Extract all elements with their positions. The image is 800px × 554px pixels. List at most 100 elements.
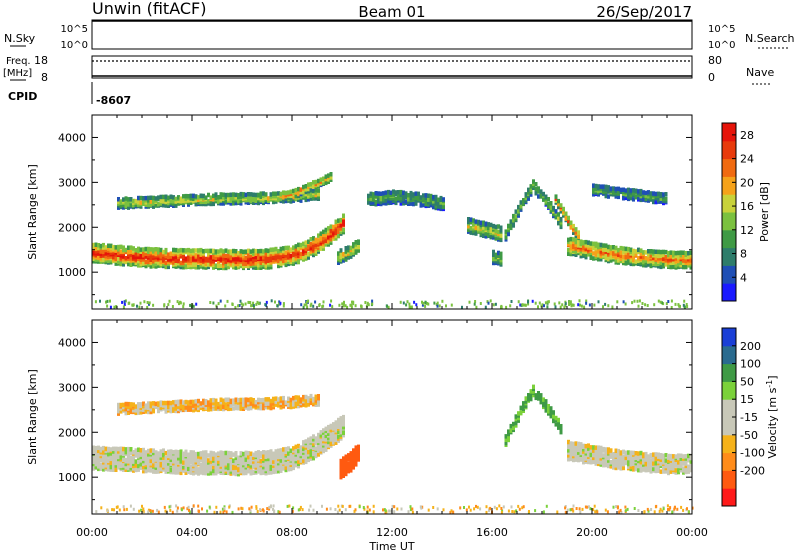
data-cell bbox=[327, 239, 330, 244]
data-cell bbox=[227, 261, 230, 267]
data-cell bbox=[679, 453, 683, 458]
noise-cell bbox=[268, 507, 271, 511]
data-cell bbox=[662, 457, 665, 463]
y-tick-label: 2000 bbox=[58, 426, 86, 439]
data-cell bbox=[224, 257, 228, 262]
colorbar-frame bbox=[721, 122, 737, 302]
data-cell bbox=[317, 448, 320, 453]
data-cell bbox=[352, 452, 355, 457]
noise-cell bbox=[390, 509, 393, 513]
colorbar-swatch bbox=[722, 328, 736, 347]
noise-cell bbox=[633, 299, 636, 303]
noise-cell bbox=[136, 304, 138, 308]
data-cell bbox=[439, 200, 443, 205]
noise-cell bbox=[238, 304, 241, 307]
noise-cell bbox=[148, 301, 151, 305]
data-cell bbox=[629, 188, 633, 193]
data-cell bbox=[129, 466, 133, 471]
data-cell bbox=[147, 452, 150, 457]
data-cell bbox=[589, 241, 593, 246]
noise-cell bbox=[278, 300, 281, 304]
data-cell bbox=[204, 470, 208, 476]
noise-cell bbox=[509, 304, 512, 308]
noise-cell bbox=[473, 302, 476, 306]
data-cell bbox=[274, 465, 278, 471]
data-cell bbox=[512, 421, 515, 427]
data-cell bbox=[517, 418, 520, 423]
noise-cell bbox=[278, 302, 281, 306]
y-tick-label: 1000 bbox=[58, 266, 86, 279]
data-cell bbox=[689, 459, 693, 464]
data-cell bbox=[644, 196, 648, 202]
data-cell bbox=[337, 218, 340, 223]
data-cell bbox=[589, 458, 593, 464]
data-cell bbox=[244, 402, 248, 407]
data-cell bbox=[297, 191, 300, 197]
cpid-value: -8607 bbox=[96, 94, 131, 107]
data-cell bbox=[304, 394, 308, 400]
data-cell bbox=[609, 255, 613, 260]
noise-cell bbox=[341, 302, 344, 306]
data-cell bbox=[624, 246, 628, 252]
data-cell bbox=[202, 456, 205, 461]
data-cell bbox=[172, 450, 175, 455]
data-cell bbox=[172, 247, 175, 253]
data-cell bbox=[277, 263, 280, 269]
data-cell bbox=[627, 450, 630, 455]
data-cell bbox=[577, 230, 580, 235]
data-cell bbox=[542, 191, 545, 197]
data-cell bbox=[129, 458, 133, 463]
data-cell bbox=[124, 401, 128, 407]
data-cell bbox=[414, 191, 418, 196]
data-cell bbox=[237, 455, 240, 460]
data-cell bbox=[237, 193, 240, 198]
data-cell bbox=[152, 457, 155, 462]
data-cell bbox=[167, 252, 170, 257]
data-cell bbox=[507, 437, 510, 443]
data-cell bbox=[549, 201, 553, 206]
data-cell bbox=[232, 248, 235, 254]
data-cell bbox=[267, 401, 270, 406]
data-cell bbox=[124, 196, 128, 201]
data-cell bbox=[567, 251, 570, 256]
data-cell bbox=[142, 401, 145, 406]
data-cell bbox=[677, 258, 680, 264]
data-cell bbox=[262, 198, 265, 203]
noise-cell bbox=[510, 300, 513, 303]
data-cell bbox=[179, 247, 183, 253]
data-cell bbox=[314, 251, 318, 256]
data-cell bbox=[194, 451, 198, 457]
data-cell bbox=[399, 201, 403, 206]
data-cell bbox=[259, 254, 263, 260]
data-cell bbox=[287, 463, 290, 468]
data-cell bbox=[682, 466, 685, 471]
noise-cell bbox=[519, 303, 522, 307]
region-patch-1600 bbox=[467, 217, 503, 243]
data-cell bbox=[677, 469, 680, 475]
data-cell bbox=[219, 201, 223, 206]
data-cell bbox=[427, 197, 430, 202]
data-cell bbox=[302, 184, 305, 190]
data-cell bbox=[257, 252, 260, 257]
data-cell bbox=[637, 189, 640, 194]
data-cell bbox=[232, 458, 235, 463]
data-cell bbox=[592, 192, 595, 197]
noise-cell bbox=[352, 302, 355, 306]
data-cell bbox=[309, 237, 313, 242]
noise-cell bbox=[626, 507, 629, 511]
data-cell bbox=[177, 201, 180, 206]
data-cell bbox=[272, 401, 275, 406]
data-cell bbox=[137, 408, 140, 413]
data-cell bbox=[137, 404, 140, 409]
data-cell bbox=[194, 458, 198, 463]
data-cell bbox=[264, 252, 268, 257]
data-cell bbox=[637, 195, 640, 201]
colorbar-swatch bbox=[722, 229, 736, 249]
noise-cell bbox=[424, 300, 427, 304]
data-cell bbox=[389, 196, 393, 201]
time-tick-label: 12:00 bbox=[376, 526, 408, 539]
data-cell bbox=[629, 458, 633, 464]
data-cell bbox=[312, 238, 315, 244]
data-cell bbox=[182, 451, 185, 456]
noise-cell bbox=[163, 304, 166, 308]
